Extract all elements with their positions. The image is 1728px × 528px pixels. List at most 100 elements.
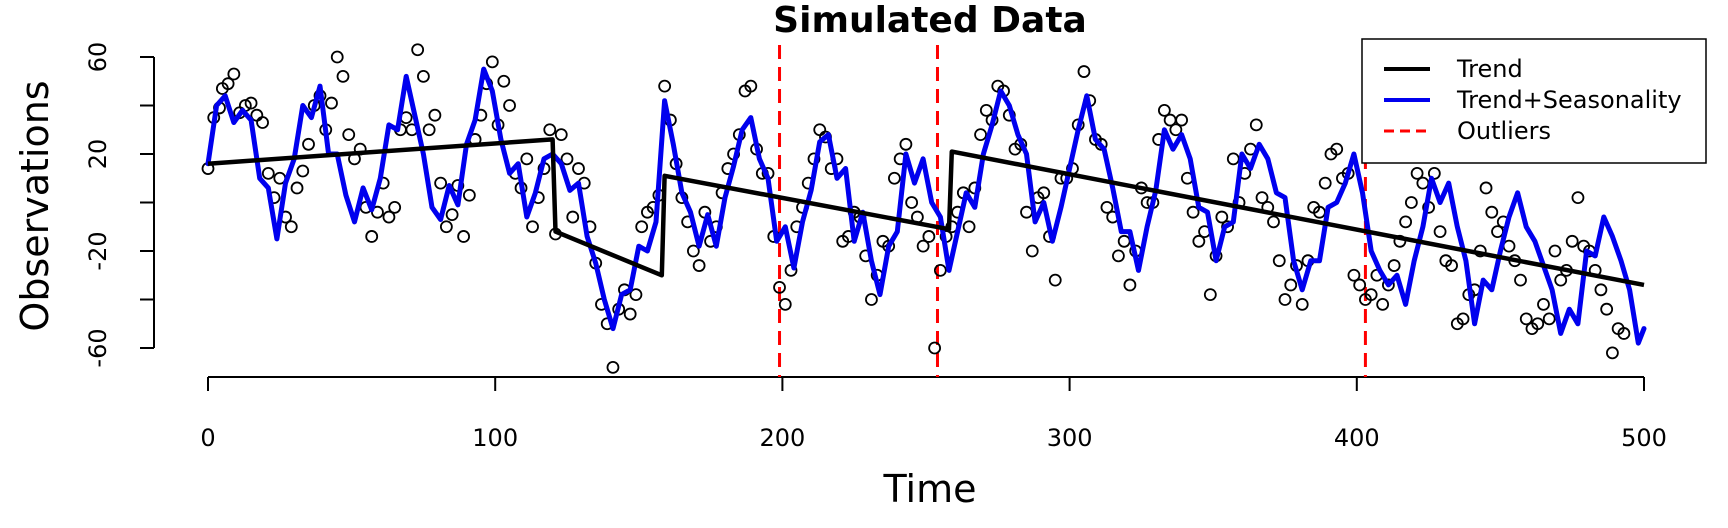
x-tick-label: 300 bbox=[1047, 424, 1093, 452]
data-point bbox=[503, 99, 516, 112]
chart-title: Simulated Data bbox=[773, 0, 1087, 41]
data-point bbox=[888, 171, 901, 185]
data-point bbox=[520, 152, 534, 166]
data-point bbox=[865, 293, 878, 306]
data-point bbox=[457, 230, 471, 243]
data-point bbox=[1445, 259, 1458, 272]
data-point bbox=[1514, 273, 1527, 287]
data-point bbox=[227, 67, 241, 81]
data-point bbox=[1112, 249, 1125, 263]
data-point bbox=[916, 239, 930, 253]
data-point bbox=[1117, 234, 1131, 248]
plot-area bbox=[201, 43, 1647, 377]
data-point bbox=[439, 220, 453, 234]
data-point bbox=[290, 181, 304, 195]
legend-label: Trend bbox=[1456, 55, 1523, 83]
data-point bbox=[330, 50, 344, 64]
data-point bbox=[1548, 244, 1562, 258]
data-point bbox=[284, 220, 298, 234]
x-tick-label: 100 bbox=[472, 424, 518, 452]
data-point bbox=[1617, 327, 1631, 340]
data-point bbox=[744, 79, 758, 93]
data-point bbox=[1347, 268, 1361, 282]
data-point bbox=[979, 103, 993, 117]
data-point bbox=[1278, 293, 1292, 306]
data-point bbox=[658, 79, 672, 93]
legend-label: Outliers bbox=[1457, 117, 1551, 145]
data-point bbox=[365, 230, 379, 243]
data-point bbox=[1381, 278, 1395, 292]
y-tick-label: 60 bbox=[84, 42, 112, 73]
data-point bbox=[905, 196, 919, 209]
x-axis-label: Time bbox=[883, 467, 977, 511]
data-point bbox=[485, 55, 499, 69]
trend-line bbox=[207, 137, 1645, 288]
data-point bbox=[962, 220, 976, 234]
data-point bbox=[1565, 234, 1579, 248]
data-point bbox=[1571, 191, 1585, 205]
x-tick-label: 0 bbox=[200, 424, 215, 452]
data-point bbox=[1594, 283, 1608, 297]
x-tick-label: 500 bbox=[1621, 424, 1667, 452]
data-point bbox=[1255, 191, 1269, 205]
legend-label: Trend+Seasonality bbox=[1456, 86, 1682, 114]
data-point bbox=[899, 137, 913, 151]
data-point bbox=[244, 96, 258, 110]
data-point bbox=[1433, 225, 1447, 239]
data-point bbox=[462, 188, 476, 202]
data-point bbox=[256, 116, 269, 129]
data-point bbox=[1416, 176, 1430, 190]
data-point bbox=[1123, 278, 1137, 292]
data-point bbox=[1186, 205, 1200, 219]
data-point bbox=[1387, 259, 1401, 272]
data-point bbox=[778, 297, 792, 311]
data-point bbox=[1157, 103, 1171, 117]
data-point bbox=[388, 200, 402, 214]
data-point bbox=[1519, 312, 1533, 326]
y-tick-label: 20 bbox=[84, 139, 112, 170]
data-point bbox=[221, 77, 235, 91]
data-point bbox=[1531, 317, 1545, 331]
data-point bbox=[1399, 215, 1413, 229]
data-point bbox=[1456, 312, 1470, 326]
data-point bbox=[1410, 166, 1424, 180]
data-point bbox=[623, 307, 637, 321]
data-point bbox=[1249, 118, 1263, 132]
data-point bbox=[813, 123, 827, 137]
data-point bbox=[635, 220, 649, 234]
data-point bbox=[1215, 210, 1229, 224]
data-point bbox=[922, 230, 936, 243]
data-point bbox=[1203, 288, 1217, 302]
data-point bbox=[1606, 346, 1619, 360]
data-point bbox=[560, 152, 574, 166]
data-point bbox=[1404, 196, 1418, 209]
data-point bbox=[1221, 220, 1234, 234]
data-point bbox=[382, 210, 396, 224]
data-point bbox=[1175, 113, 1189, 127]
data-point bbox=[1318, 176, 1332, 190]
data-point bbox=[411, 43, 425, 57]
data-point bbox=[1226, 152, 1240, 166]
data-point bbox=[606, 360, 620, 374]
y-tick-label: -20 bbox=[84, 231, 112, 270]
data-point bbox=[445, 208, 459, 222]
data-point bbox=[261, 166, 275, 180]
legend: Trend Trend+Seasonality Outliers bbox=[1361, 38, 1707, 164]
data-point bbox=[1272, 254, 1286, 268]
data-point bbox=[1485, 205, 1499, 219]
data-point bbox=[1192, 234, 1206, 248]
data-point bbox=[1376, 297, 1390, 311]
data-point bbox=[1600, 302, 1614, 316]
axes: 0 100 200 300 400 500 -60 -20 20 60 bbox=[84, 42, 1667, 452]
data-point bbox=[566, 210, 580, 224]
data-point bbox=[422, 123, 436, 137]
x-tick-label: 400 bbox=[1334, 424, 1380, 452]
trend-seasonality-line bbox=[205, 66, 1647, 346]
data-point bbox=[296, 164, 310, 178]
data-point bbox=[629, 288, 643, 302]
data-point bbox=[1542, 312, 1556, 326]
data-point bbox=[1048, 273, 1062, 287]
data-point bbox=[686, 244, 700, 258]
